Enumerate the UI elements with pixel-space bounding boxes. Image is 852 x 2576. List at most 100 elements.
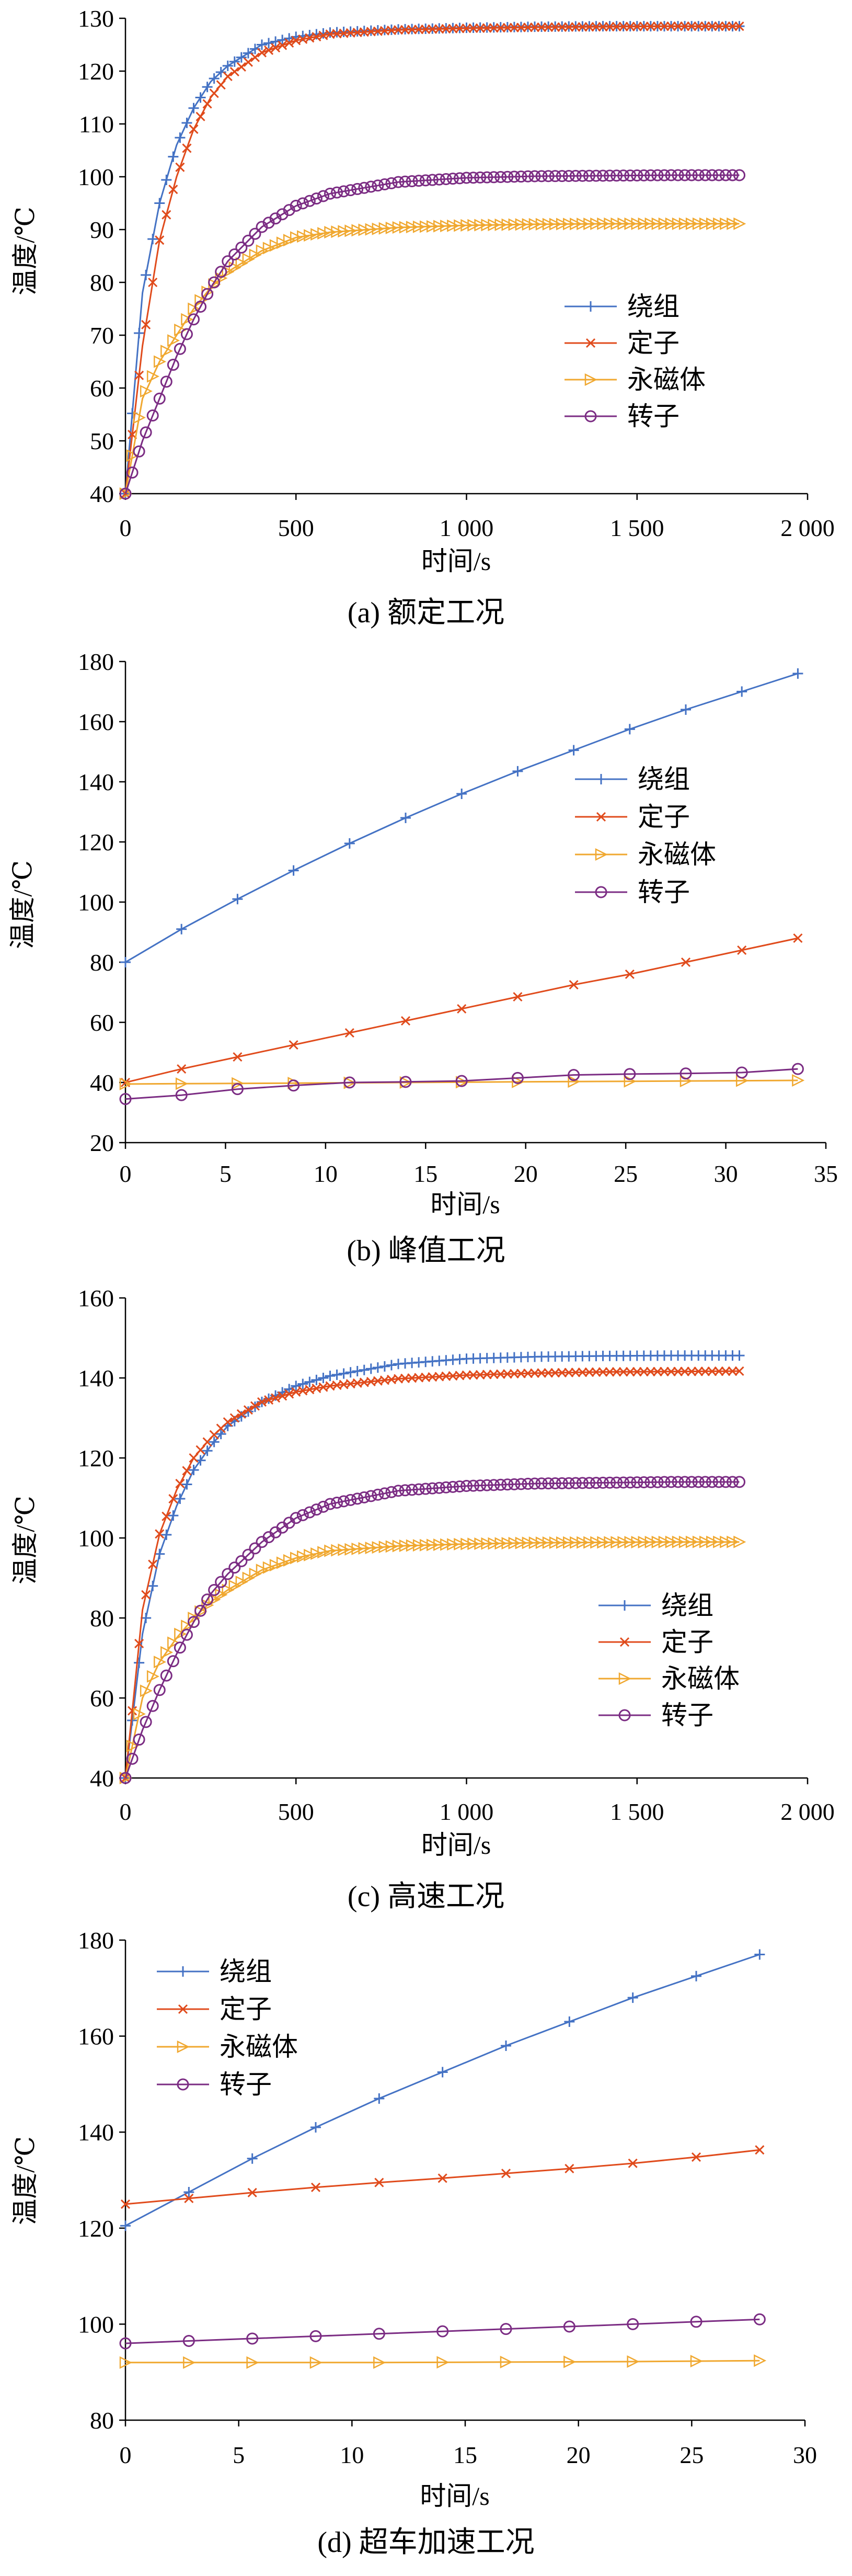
- data-point: [685, 1476, 698, 1488]
- data-point: [202, 1445, 213, 1456]
- x-tick-label: 10: [314, 1160, 338, 1187]
- data-point: [304, 1376, 315, 1387]
- chart-panel-b: 20 40 60 80 100 120 140 160 180 0 5 10 15 20 25 30 35 温度/…: [8, 648, 838, 1267]
- data-point: [189, 1453, 199, 1463]
- data-point: [542, 170, 555, 183]
- data-point: [427, 220, 440, 233]
- data-point: [617, 217, 630, 230]
- data-point: [672, 217, 685, 230]
- data-point: [358, 1491, 371, 1503]
- data-point: [222, 255, 234, 268]
- data-point: [467, 1537, 480, 1551]
- data-point: [412, 1539, 425, 1552]
- data-point: [236, 1409, 246, 1419]
- data-point: [338, 1495, 350, 1508]
- data-point: [605, 21, 615, 32]
- data-point: [721, 21, 731, 31]
- data-point: [508, 1478, 521, 1490]
- data-point: [242, 234, 255, 247]
- data-point: [460, 1537, 474, 1551]
- data-point: [583, 1536, 596, 1549]
- data-point: [755, 2145, 765, 2155]
- data-point: [618, 21, 628, 31]
- legend-label: 定子: [661, 1627, 713, 1657]
- data-point: [180, 328, 193, 340]
- data-point: [174, 343, 186, 355]
- data-point: [488, 1537, 501, 1550]
- data-point: [202, 82, 213, 93]
- data-point: [134, 1638, 144, 1649]
- x-tick-label: 0: [120, 1798, 132, 1825]
- data-point: [512, 766, 523, 777]
- x-tick-label: 20: [567, 2442, 591, 2468]
- data-point: [153, 1684, 166, 1696]
- data-point: [644, 169, 657, 181]
- legend-marker: [584, 373, 597, 386]
- series-circle: [119, 169, 745, 500]
- data-point: [168, 151, 179, 162]
- data-point: [195, 92, 206, 103]
- data-point: [597, 217, 610, 230]
- data-point: [665, 1476, 677, 1488]
- data-point: [446, 173, 459, 185]
- data-point: [120, 2220, 131, 2231]
- data-point: [658, 1476, 671, 1488]
- data-point: [378, 1541, 392, 1554]
- data-point: [133, 1734, 145, 1746]
- data-point: [627, 1992, 638, 2003]
- y-tick-label: 50: [90, 428, 114, 454]
- data-point: [687, 1366, 697, 1376]
- data-point: [436, 2325, 449, 2338]
- data-point: [184, 2193, 194, 2203]
- data-point: [351, 1492, 364, 1505]
- data-point: [604, 217, 617, 230]
- data-point: [728, 1366, 738, 1376]
- data-point: [590, 169, 602, 182]
- data-point: [181, 1620, 194, 1633]
- data-point: [522, 1536, 535, 1549]
- data-point: [426, 1482, 439, 1495]
- legend-marker: [177, 2078, 189, 2091]
- data-point: [694, 21, 704, 31]
- figure-caption: (c) 高速工况: [348, 1880, 504, 1913]
- x-axis-label: 时间/s: [430, 1190, 500, 1219]
- legend-marker: [177, 2040, 190, 2054]
- data-point: [338, 225, 351, 238]
- data-point: [639, 21, 649, 31]
- legend-marker: [178, 2004, 188, 2014]
- data-point: [276, 236, 289, 249]
- data-point: [243, 1405, 253, 1415]
- data-point: [631, 1476, 643, 1489]
- data-point: [235, 241, 248, 254]
- data-point: [562, 1477, 575, 1489]
- data-point: [378, 1487, 391, 1500]
- data-point: [208, 1593, 221, 1606]
- legend-label: 永磁体: [661, 1664, 740, 1693]
- data-point: [557, 1367, 567, 1377]
- data-point: [236, 62, 246, 72]
- data-point: [544, 1368, 554, 1378]
- data-point: [400, 813, 411, 823]
- data-point: [584, 22, 594, 32]
- data-point: [345, 1367, 356, 1378]
- data-point: [453, 172, 466, 185]
- series-triangle-right: [119, 2354, 767, 2369]
- data-point: [651, 169, 664, 181]
- data-point: [399, 1484, 411, 1497]
- data-point: [549, 170, 561, 183]
- data-point: [516, 22, 526, 32]
- series-circle: [119, 1476, 745, 1784]
- data-point: [175, 1478, 185, 1489]
- data-point: [167, 359, 179, 371]
- series-circle: [119, 1063, 804, 1105]
- y-axis-label: 温度/℃: [10, 207, 40, 295]
- data-point: [283, 234, 296, 247]
- data-point: [372, 179, 384, 192]
- data-point: [215, 1429, 226, 1440]
- data-point: [597, 169, 609, 182]
- data-point: [692, 1476, 705, 1488]
- series-line: [125, 1068, 798, 1100]
- data-point: [310, 1503, 323, 1516]
- data-point: [147, 1580, 158, 1591]
- series-plus: [120, 668, 803, 967]
